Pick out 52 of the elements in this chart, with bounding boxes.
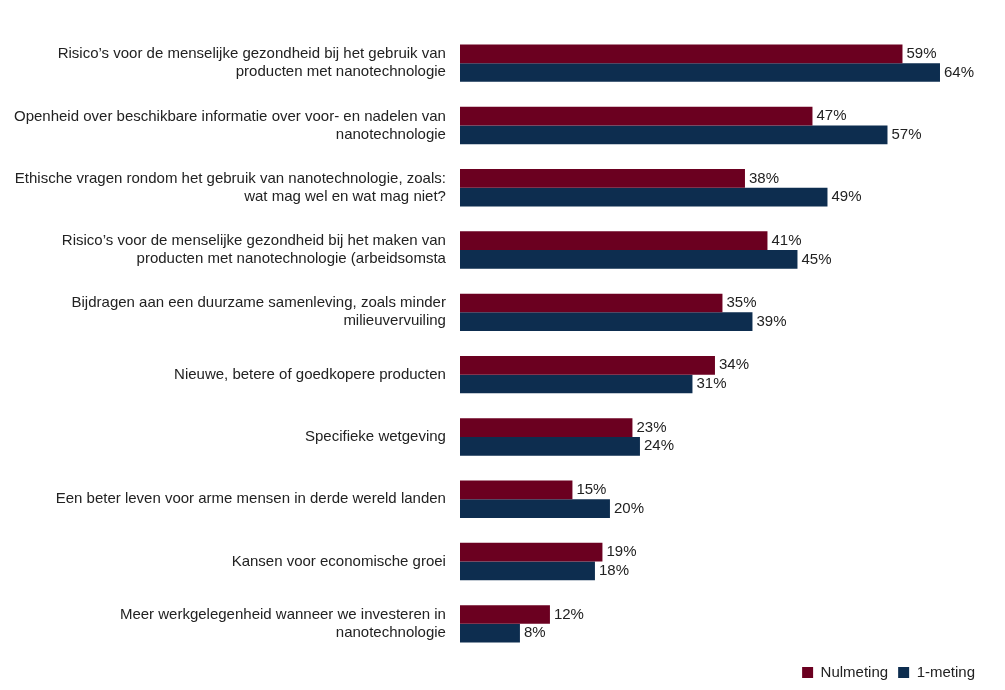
data-label: 45% (801, 249, 832, 267)
bar (459, 63, 940, 82)
bar (459, 44, 903, 64)
y-tick-label: Een beter leven voor arme mensen in derde wereld landen (55, 489, 446, 507)
y-tick-label: Specifieke wetgeving (305, 427, 446, 445)
y-tick-label: Bijdragen aan een duurzame samenleving, zoals minder milieuvervuiling (71, 293, 446, 329)
bar (459, 561, 595, 581)
bar (459, 418, 633, 437)
bar (459, 312, 753, 332)
data-label: 41% (771, 230, 802, 248)
y-tick-label: Risico’s voor de menselijke gezondheid bij het gebruik van producten met nanotechnologie (57, 44, 446, 80)
data-label: 31% (696, 374, 727, 392)
y-tick-label: Nieuwe, betere of goedkopere producten (174, 364, 446, 382)
bar (459, 499, 610, 518)
y-tick-label: Kansen voor economische groei (231, 551, 446, 569)
data-label: 38% (748, 168, 779, 186)
data-label: 64% (943, 62, 975, 80)
bar (459, 250, 798, 269)
legend-label: Nulmeting (820, 662, 889, 680)
bar (459, 187, 828, 207)
data-label: 47% (816, 106, 847, 124)
data-label: 39% (756, 311, 787, 329)
legend-label: 1-meting (916, 662, 975, 680)
y-tick-label: Openheid over beschikbare informatie over voor- en nadelen van nanotechnologie (13, 106, 446, 142)
data-label: 20% (613, 498, 644, 516)
bar (459, 542, 603, 562)
bar (459, 374, 693, 394)
data-label: 57% (891, 124, 922, 142)
bar (459, 293, 723, 313)
data-label: 15% (576, 480, 607, 498)
bar (459, 106, 813, 126)
data-label: 19% (606, 542, 637, 560)
y-tick-label: Risico’s voor de menselijke gezondheid bij het maken van producten met nanotechnologie (arbeidsomsta (61, 231, 447, 267)
bar (459, 169, 745, 188)
data-label: 23% (636, 417, 667, 435)
bar (459, 355, 715, 375)
bar (459, 125, 888, 145)
data-label: 35% (726, 293, 757, 311)
y-tick-label: Ethische vragen rondom het gebruik van nanotechnologie, zoals: wat mag wel en wat mag niet? (14, 168, 446, 204)
bar (459, 231, 768, 251)
bar (459, 623, 520, 643)
data-label: 18% (598, 561, 629, 579)
bar (459, 436, 640, 456)
data-label: 24% (643, 436, 674, 454)
data-label: 49% (831, 187, 862, 205)
bar (459, 605, 550, 624)
data-label: 12% (553, 604, 584, 622)
y-tick-label: Meer werkgelegenheid wanneer we investeren in nanotechnologie (119, 604, 446, 640)
data-label: 34% (718, 355, 749, 373)
data-label: 59% (906, 43, 937, 61)
data-label: 8% (523, 623, 546, 641)
bar (459, 480, 573, 500)
